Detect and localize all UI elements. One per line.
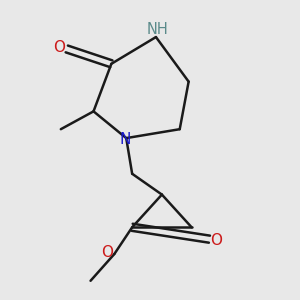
Text: O: O [53, 40, 65, 55]
Text: O: O [101, 245, 113, 260]
Text: O: O [210, 233, 222, 248]
Text: NH: NH [147, 22, 168, 37]
Text: N: N [119, 132, 130, 147]
